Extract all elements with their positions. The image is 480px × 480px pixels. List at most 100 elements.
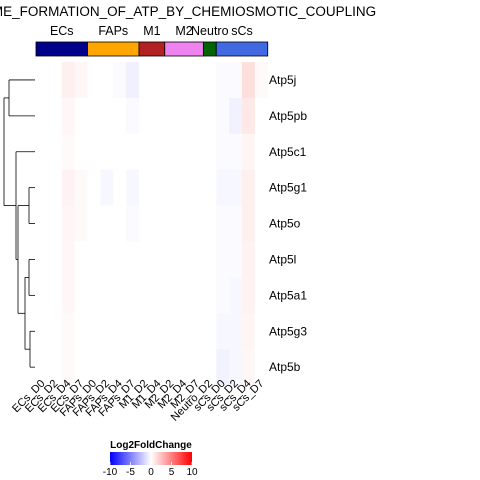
heatmap-cell	[48, 169, 63, 206]
heatmap-cell	[74, 349, 88, 386]
heatmap-cell	[216, 62, 230, 99]
heatmap-cell	[164, 97, 178, 135]
heatmap-cell	[229, 133, 243, 170]
heatmap-cell	[113, 97, 127, 135]
legend-color-bar	[110, 452, 192, 465]
heatmap-cell	[177, 313, 191, 350]
legend-title: Log2FoldChange	[110, 440, 192, 451]
heatmap-cell	[126, 62, 140, 99]
heatmap-cell	[36, 241, 50, 278]
heatmap-cell	[113, 205, 127, 242]
heatmap-cell	[190, 349, 204, 386]
heatmap-cell	[61, 349, 75, 386]
heatmap-cell	[61, 133, 75, 170]
heatmap-cell	[48, 313, 63, 350]
heatmap-cell	[229, 277, 243, 314]
chart-title: ME_FORMATION_OF_ATP_BY_CHEMIOSMOTIC_COUP…	[0, 4, 376, 19]
heatmap-cell	[87, 241, 101, 278]
heatmap-cell	[74, 241, 88, 278]
heatmap-cell	[216, 241, 230, 278]
heatmap-cell	[151, 241, 166, 278]
heatmap-cell	[48, 205, 63, 242]
heatmap-cell	[177, 169, 191, 206]
heatmap-cell	[48, 241, 63, 278]
group-label: Neutro	[191, 24, 229, 38]
heatmap-cell	[151, 313, 166, 350]
row-label: Atp5g1	[269, 181, 307, 195]
heatmap-cell	[87, 133, 101, 170]
group-color-block	[138, 41, 166, 57]
heatmap-cell	[61, 97, 75, 135]
heatmap-cell	[100, 62, 114, 99]
group-label: ECs	[50, 24, 74, 38]
heatmap-cell	[151, 349, 166, 386]
heatmap-cell	[254, 205, 269, 242]
heatmap-cell	[100, 349, 114, 386]
heatmap-cell	[139, 241, 153, 278]
heatmap-cell	[113, 277, 127, 314]
legend-tick-label: 10	[186, 467, 198, 478]
heatmap-cell	[216, 277, 230, 314]
heatmap-cell	[203, 241, 217, 278]
heatmap-cell	[242, 241, 256, 278]
heatmap-cell	[113, 169, 127, 206]
heatmap-cell	[48, 97, 63, 135]
heatmap-cell	[203, 277, 217, 314]
heatmap-cell	[151, 62, 166, 99]
heatmap-cell	[151, 205, 166, 242]
legend-tick-label: -10	[103, 467, 118, 478]
heatmap-cell	[151, 169, 166, 206]
heatmap-cell	[87, 97, 101, 135]
heatmap-cell	[100, 313, 114, 350]
heatmap-cell	[126, 97, 140, 135]
heatmap-cell	[36, 62, 50, 99]
heatmap-cell	[242, 62, 256, 99]
legend-tick-label: -5	[126, 467, 135, 478]
heatmap-cell	[164, 169, 178, 206]
legend-tick-label: 0	[148, 467, 154, 478]
heatmap-cell	[87, 349, 101, 386]
heatmap-cell	[203, 97, 217, 135]
heatmap-cell	[100, 277, 114, 314]
heatmap-cell	[87, 62, 101, 99]
heatmap-cell	[177, 133, 191, 170]
heatmap-cell	[139, 62, 153, 99]
heatmap-cell	[164, 241, 178, 278]
heatmap-cell	[190, 241, 204, 278]
heatmap-cell	[190, 97, 204, 135]
heatmap-cell	[139, 349, 153, 386]
heatmap-cell	[74, 205, 88, 242]
heatmap-cell	[36, 313, 50, 350]
heatmap-cell	[36, 205, 50, 242]
heatmap-cell	[139, 169, 153, 206]
heatmap-cell	[229, 313, 243, 350]
heatmap-cell	[151, 97, 166, 135]
heatmap-cell	[177, 205, 191, 242]
heatmap-cell	[48, 277, 63, 314]
heatmap-cell	[254, 169, 269, 206]
row-label: Atp5a1	[269, 288, 307, 302]
heatmap-cell	[203, 313, 217, 350]
heatmap-cell	[164, 62, 178, 99]
heatmap-cell	[229, 205, 243, 242]
group-color-block	[202, 41, 217, 57]
heatmap-cell	[254, 277, 269, 314]
heatmap-cell	[203, 62, 217, 99]
heatmap-cell	[164, 205, 178, 242]
heatmap-cell	[229, 62, 243, 99]
legend-ticks: -10 -5 0 5 10	[103, 462, 198, 478]
heatmap-cell	[254, 133, 269, 170]
heatmap-cell	[74, 133, 88, 170]
heatmap-cell	[254, 241, 269, 278]
heatmap-cell	[190, 277, 204, 314]
heatmap-cell	[48, 133, 63, 170]
heatmap-cell	[254, 313, 269, 350]
heatmap-cell	[254, 62, 269, 99]
heatmap-cell	[48, 62, 63, 99]
heatmap-cell	[100, 205, 114, 242]
heatmap-cell	[216, 205, 230, 242]
row-label: Atp5b	[269, 360, 301, 374]
heatmap-cell	[87, 169, 101, 206]
heatmap-cell	[242, 205, 256, 242]
